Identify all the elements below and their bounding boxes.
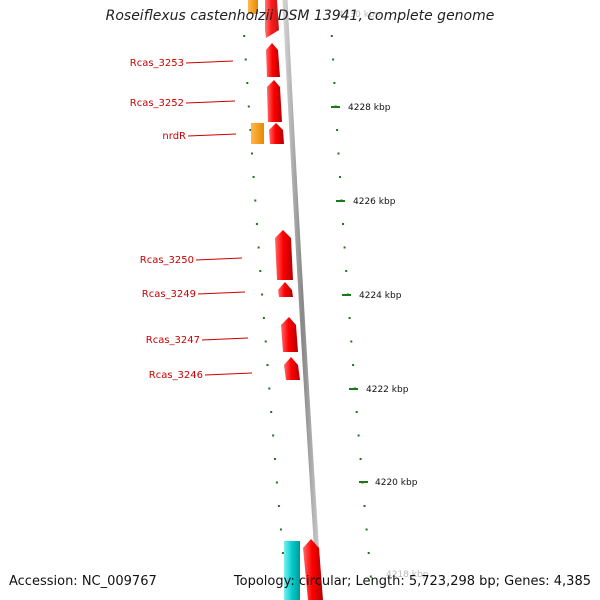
feature-cds-rcas-3250[interactable] [275, 230, 293, 280]
feature-other-bottom[interactable] [284, 541, 300, 600]
gene-label-rcas-3253[interactable]: Rcas_3253 [130, 58, 184, 69]
feature-cds-nrdR[interactable] [269, 123, 284, 144]
feature-cds-top[interactable] [265, 0, 279, 38]
tick-label-4218: 4218 kbp [386, 570, 429, 580]
feature-cds-rcas-3249[interactable] [278, 282, 293, 297]
gene-labels: Rcas_3253 Rcas_3252 nrdR Rcas_3250 Rcas_… [130, 58, 253, 381]
tick-label-4220: 4220 kbp [375, 478, 418, 488]
gene-label-nrdR[interactable]: nrdR [162, 131, 186, 142]
feature-cds-bottom[interactable] [303, 539, 323, 600]
feature-rna-nrdR[interactable] [251, 123, 264, 144]
feature-rna-top[interactable] [248, 0, 258, 14]
tick-label-4230: 4230 kbp [338, 10, 381, 20]
tick-label-4224: 4224 kbp [359, 291, 402, 301]
gene-label-rcas-3246[interactable]: Rcas_3246 [149, 370, 203, 381]
kbp-scale: 4230 kbp 4228 kbp 4226 kbp 4224 kbp 4222… [331, 10, 429, 580]
gene-label-rcas-3250[interactable]: Rcas_3250 [140, 255, 194, 266]
tick-label-4222: 4222 kbp [366, 385, 409, 395]
accession-text: Accession: NC_009767 [9, 574, 157, 589]
feature-cds-rcas-3247[interactable] [281, 317, 298, 352]
genome-backbone [282, 0, 323, 600]
feature-cds-rcas-3246[interactable] [284, 357, 300, 380]
outer-tick-track [330, 35, 372, 578]
gene-label-rcas-3252[interactable]: Rcas_3252 [130, 98, 184, 109]
tick-label-4226: 4226 kbp [353, 197, 396, 207]
topology-text: Topology: circular; Length: 5,723,298 bp… [233, 574, 591, 589]
gene-label-rcas-3249[interactable]: Rcas_3249 [142, 289, 196, 300]
inner-tick-track [243, 35, 286, 578]
map-title: Roseiflexus castenholzii DSM 13941, comp… [105, 8, 495, 24]
feature-cds-rcas-3253[interactable] [266, 43, 280, 77]
gene-label-rcas-3247[interactable]: Rcas_3247 [146, 335, 200, 346]
feature-cds-rcas-3252[interactable] [267, 80, 282, 122]
feature-track [248, 0, 323, 600]
tick-label-4228: 4228 kbp [348, 103, 391, 113]
